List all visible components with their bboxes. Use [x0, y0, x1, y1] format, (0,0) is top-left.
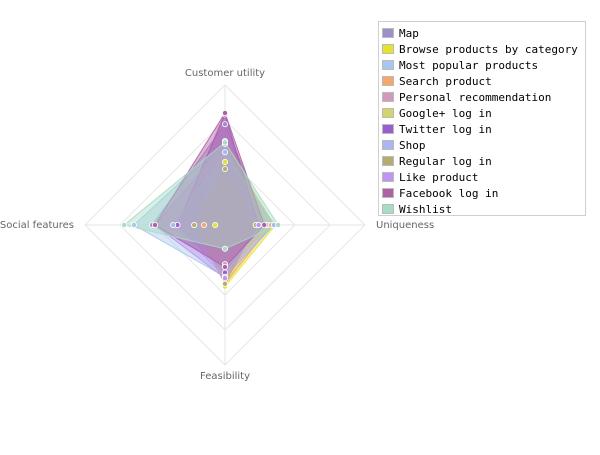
axis-label-uniqueness: Uniqueness — [376, 220, 434, 231]
axis-label-customer-utility: Customer utility — [185, 68, 265, 79]
legend-item-shop[interactable]: Shop — [382, 137, 585, 153]
data-point-browse-products-by-category-axis-3[interactable] — [212, 221, 219, 228]
legend-item-google-log-in[interactable]: Google+ log in — [382, 105, 585, 121]
data-point-regular-log-in-axis-3[interactable] — [191, 221, 198, 228]
legend-item-twitter-log-in[interactable]: Twitter log in — [382, 121, 585, 137]
axis-label-feasibility: Feasibility — [200, 371, 250, 382]
legend-swatch — [382, 124, 394, 134]
data-point-like-product-axis-2[interactable] — [221, 275, 228, 282]
legend-item-wishlist[interactable]: Wishlist — [382, 201, 585, 217]
legend-label: Google+ log in — [399, 106, 492, 120]
data-point-wishlist-axis-0[interactable] — [221, 139, 228, 146]
legend-label: Like product — [399, 170, 479, 184]
data-point-wishlist-axis-3[interactable] — [121, 221, 128, 228]
data-point-facebook-log-in-axis-3[interactable] — [151, 221, 158, 228]
legend-swatch — [382, 156, 394, 166]
legend-label: Facebook log in — [399, 186, 499, 200]
legend-label: Regular log in — [399, 154, 492, 168]
legend-label: Most popular products — [399, 58, 539, 72]
legend-swatch — [382, 108, 394, 118]
legend-swatch — [382, 188, 394, 198]
data-point-regular-log-in-axis-0[interactable] — [221, 165, 228, 172]
data-point-wishlist-axis-1[interactable] — [275, 221, 282, 228]
radar-points — [121, 110, 282, 290]
data-point-map-axis-0[interactable] — [221, 121, 228, 128]
legend-label: Twitter log in — [399, 122, 492, 136]
legend-item-regular-log-in[interactable]: Regular log in — [382, 153, 585, 169]
legend-label: Personal recommendation — [399, 90, 552, 104]
legend-label: Shop — [399, 138, 426, 152]
legend-label: Wishlist — [399, 202, 452, 216]
legend-item-browse-products-by-category[interactable]: Browse products by category — [382, 41, 585, 57]
data-point-browse-products-by-category-axis-0[interactable] — [221, 158, 228, 165]
radar-series-area — [123, 111, 279, 288]
legend-item-map[interactable]: Map — [382, 25, 585, 41]
legend-label: Map — [399, 26, 419, 40]
legend-swatch — [382, 172, 394, 182]
legend-swatch — [382, 60, 394, 70]
data-point-most-popular-products-axis-3[interactable] — [130, 221, 137, 228]
axis-label-social-features: Social features — [0, 220, 74, 231]
legend-label: Browse products by category — [399, 42, 578, 56]
legend-swatch — [382, 140, 394, 150]
data-point-facebook-log-in-axis-1[interactable] — [261, 221, 268, 228]
legend-item-personal-recommendation[interactable]: Personal recommendation — [382, 89, 585, 105]
data-point-facebook-log-in-axis-2[interactable] — [221, 263, 228, 270]
data-point-regular-log-in-axis-2[interactable] — [221, 280, 228, 287]
legend-item-search-product[interactable]: Search product — [382, 73, 585, 89]
axis-labels: Customer utility Uniqueness Feasibility … — [0, 68, 434, 382]
data-point-facebook-log-in-axis-0[interactable] — [221, 110, 228, 117]
data-point-like-product-axis-1[interactable] — [255, 221, 262, 228]
legend-swatch — [382, 204, 394, 214]
data-point-wishlist-axis-2[interactable] — [221, 245, 228, 252]
legend-item-facebook-log-in[interactable]: Facebook log in — [382, 185, 585, 201]
legend-swatch — [382, 76, 394, 86]
legend-swatch — [382, 44, 394, 54]
legend-swatch — [382, 92, 394, 102]
legend-swatch — [382, 28, 394, 38]
legend-label: Search product — [399, 74, 492, 88]
data-point-shop-axis-0[interactable] — [221, 149, 228, 156]
legend-item-like-product[interactable]: Like product — [382, 169, 585, 185]
chart-legend: Map Browse products by category Most popul… — [378, 21, 586, 216]
data-point-shop-axis-3[interactable] — [170, 221, 177, 228]
legend-item-most-popular-products[interactable]: Most popular products — [382, 57, 585, 73]
data-point-search-product-axis-3[interactable] — [200, 221, 207, 228]
